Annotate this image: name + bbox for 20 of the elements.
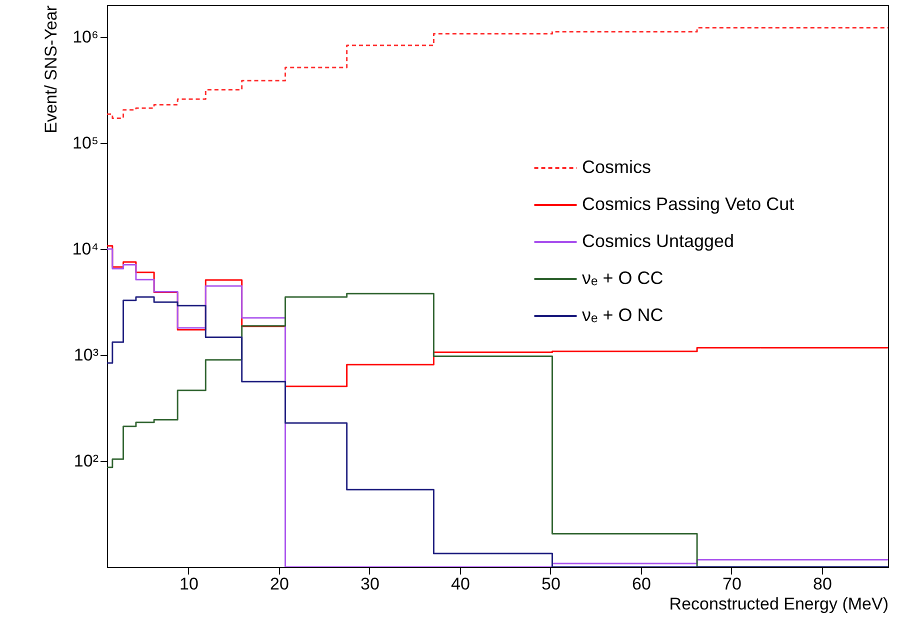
x-tick-label: 40 — [450, 574, 470, 594]
legend-label: Cosmics Passing Veto Cut — [582, 194, 794, 214]
y-tick-label: 10⁶ — [72, 27, 98, 46]
x-axis-title: Reconstructed Energy (MeV) — [669, 594, 888, 614]
legend-label: νₑ + O NC — [582, 305, 664, 325]
x-tick-label: 30 — [360, 574, 380, 594]
legend-label: Cosmics — [582, 157, 652, 177]
x-tick-label: 20 — [270, 574, 289, 594]
y-tick-label: 10⁵ — [72, 133, 98, 152]
x-tick-label: 50 — [541, 574, 560, 594]
x-tick-label: 70 — [722, 574, 742, 594]
y-axis-title: Event/ SNS-Year — [41, 5, 60, 134]
y-tick-label: 10³ — [74, 345, 99, 364]
y-tick-label: 10⁴ — [72, 239, 98, 258]
x-tick-label: 10 — [179, 574, 198, 594]
y-tick-label: 10² — [74, 451, 99, 470]
legend-label: Cosmics Untagged — [582, 231, 734, 251]
x-tick-label: 60 — [632, 574, 651, 594]
legend-label: νₑ + O CC — [582, 268, 664, 288]
x-tick-label: 80 — [812, 574, 832, 594]
